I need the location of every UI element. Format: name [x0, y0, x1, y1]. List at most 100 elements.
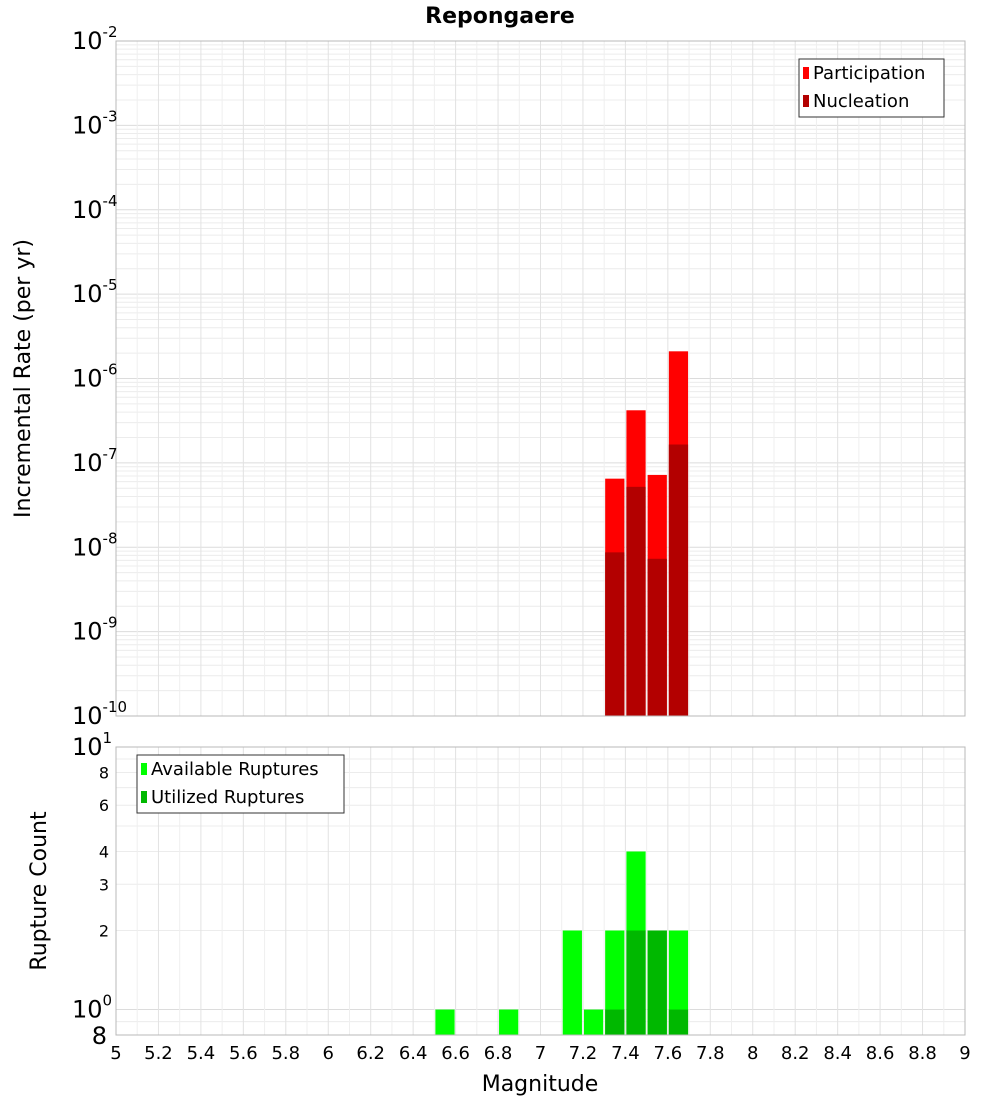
y-tick-exponent: -9	[103, 614, 118, 632]
bar	[583, 1009, 604, 1035]
legend-label: Available Ruptures	[151, 759, 319, 780]
y-tick-label: 4	[99, 842, 109, 861]
y-tick-label: 101	[72, 729, 112, 761]
plot-border-2	[115, 746, 966, 1036]
x-tick-label: 8.6	[866, 1043, 895, 1064]
x-tick-label: 6.4	[399, 1043, 428, 1064]
y-tick-label: 10-4	[72, 192, 118, 224]
x-tick-label: 5.2	[144, 1043, 173, 1064]
bar	[435, 1009, 455, 1035]
y-tick-exponent: 1	[103, 729, 113, 747]
y-tick-label: 6	[99, 796, 109, 815]
x-tick-label: 7.4	[611, 1043, 640, 1064]
bar	[668, 1009, 689, 1035]
x-tick-label: 6.6	[441, 1043, 470, 1064]
series-nucleation	[605, 444, 689, 716]
bar	[605, 552, 625, 716]
bar	[605, 1009, 625, 1035]
x-tick-label: 6.2	[356, 1043, 385, 1064]
y-tick-base: 10	[72, 365, 103, 393]
x-tick-label: 6.8	[484, 1043, 513, 1064]
y-tick-label: 10-8	[72, 529, 118, 561]
y-axis-label-1: Incremental Rate (per yr)	[11, 239, 36, 518]
x-gridlines-2	[115, 747, 966, 1035]
y-tick-label: 10-10	[72, 698, 127, 730]
x-tick-label: 5.8	[271, 1043, 300, 1064]
bar	[647, 558, 667, 716]
y-tick-label: 100	[72, 992, 112, 1024]
y-tick-base: 10	[72, 702, 103, 730]
bar	[668, 444, 689, 716]
y-tick-base: 10	[72, 196, 103, 224]
x-tick-label: 9	[959, 1043, 970, 1064]
legend-label: Participation	[813, 63, 925, 84]
x-tick-label: 8	[747, 1043, 758, 1064]
y-tick-exponent: -4	[103, 192, 118, 210]
y-tick-exponent: -6	[103, 361, 118, 379]
legend-box	[798, 58, 945, 118]
x-tick-label: 5	[110, 1043, 121, 1064]
y-tick-base: 10	[72, 280, 103, 308]
y-axis-label-2: Rupture Count	[27, 811, 52, 971]
y-tick-labels-1: 10-210-310-410-510-610-710-810-910-10	[72, 23, 127, 730]
bar	[499, 1009, 519, 1035]
y-tick-base: 10	[72, 996, 103, 1024]
x-tick-label: 8.8	[908, 1043, 937, 1064]
y-tick-label: 2	[99, 922, 109, 941]
x-axis-label: Magnitude	[482, 1072, 599, 1097]
bar	[605, 930, 625, 1035]
y-tick-base: 10	[72, 449, 103, 477]
legend-2: Available Ruptures Utilized Ruptures	[136, 754, 345, 814]
x-tick-label: 7.6	[654, 1043, 683, 1064]
x-tick-label: 7.2	[569, 1043, 598, 1064]
x-gridlines-1	[115, 41, 966, 716]
y-tick-base: 10	[72, 533, 103, 561]
x-tick-label: 7.8	[696, 1043, 725, 1064]
legend-swatch	[141, 763, 147, 775]
y-tick-label: 8	[99, 763, 109, 782]
x-tick-label: 5.4	[187, 1043, 216, 1064]
legend-swatch	[803, 67, 809, 79]
y-tick-exponent: -10	[103, 698, 128, 716]
y-tick-exponent: -7	[103, 445, 118, 463]
y-tick-exponent: -2	[103, 23, 118, 41]
y-tick-base: 10	[72, 111, 103, 139]
bar	[562, 930, 582, 1035]
x-tick-label: 7	[535, 1043, 546, 1064]
y-tick-exponent: -5	[103, 276, 118, 294]
legend-swatch	[141, 791, 147, 803]
bar	[626, 486, 646, 716]
bar	[626, 930, 646, 1035]
bar	[647, 930, 667, 1035]
x-tick-labels: 5 5.2 5.4 5.6 5.8 6 6.2 6.4 6.6 6.8 7 7.2 7.4 7.6 7.8 8…	[110, 1043, 970, 1064]
legend-label: Utilized Ruptures	[151, 787, 304, 808]
x-tick-label: 6	[323, 1043, 334, 1064]
y-tick-label: 10-2	[72, 23, 118, 55]
y-tick-label: 8	[92, 1022, 107, 1050]
x-tick-label: 8.2	[781, 1043, 810, 1064]
series-utilized-ruptures	[605, 930, 689, 1035]
legend-label: Nucleation	[813, 91, 909, 112]
y-tick-label: 10-3	[72, 107, 118, 139]
legend-box	[136, 754, 345, 814]
x-tick-label: 5.6	[229, 1043, 258, 1064]
y-tick-label: 10-5	[72, 276, 118, 308]
y-tick-label: 10-9	[72, 614, 118, 646]
y-tick-base: 10	[72, 27, 103, 55]
y-tick-exponent: -3	[103, 107, 118, 125]
y-tick-exponent: 0	[103, 992, 113, 1010]
x-tick-label: 8.4	[823, 1043, 852, 1064]
plot-border-1	[115, 40, 966, 717]
y-tick-base: 10	[72, 733, 103, 761]
bar	[668, 930, 689, 1035]
y-tick-label: 10-7	[72, 445, 118, 477]
chart-title: Repongaere	[425, 4, 575, 29]
legend-swatch	[803, 95, 809, 107]
y-tick-label: 3	[99, 875, 109, 894]
y-tick-exponent: -8	[103, 529, 118, 547]
legend-1: Participation Nucleation	[798, 58, 945, 118]
y-tick-base: 10	[72, 618, 103, 646]
